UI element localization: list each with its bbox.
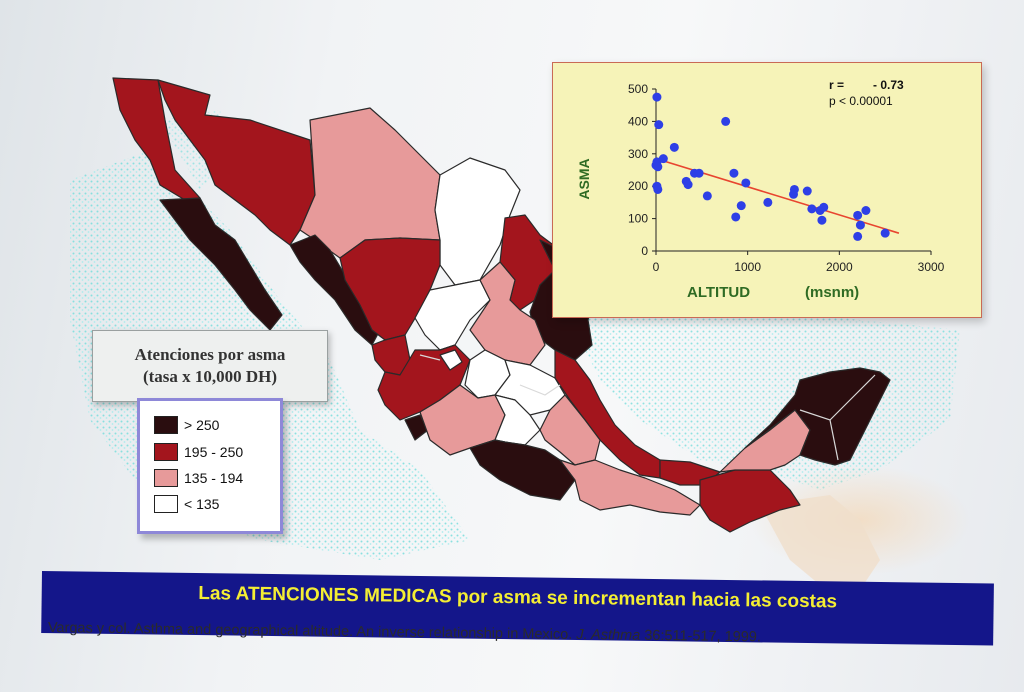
chart-marks bbox=[651, 92, 900, 241]
state-san-luis-potosi bbox=[469, 261, 546, 366]
y-tick-label: 200 bbox=[628, 179, 648, 193]
scatter-chart: 0 100 200 300 400 500 0 1000 2000 3000 ASMA ALTIT… bbox=[576, 78, 945, 301]
state-oaxaca bbox=[559, 459, 701, 516]
data-point bbox=[721, 116, 731, 126]
chart-axes: 0 100 200 300 400 500 0 1000 2000 3000 bbox=[628, 82, 945, 274]
legend-swatch bbox=[154, 416, 178, 434]
data-point bbox=[741, 178, 751, 188]
legend-title-line1: Atenciones por asma bbox=[134, 345, 286, 364]
data-point bbox=[855, 220, 865, 230]
x-axis-label: ALTITUD bbox=[687, 284, 750, 301]
y-tick-label: 500 bbox=[628, 82, 648, 96]
state-yucatan bbox=[744, 367, 891, 466]
ocean-gulf bbox=[560, 300, 960, 490]
data-point bbox=[853, 231, 863, 241]
legend-swatch bbox=[154, 495, 178, 513]
data-point bbox=[789, 189, 798, 199]
legend-label: 135 - 194 bbox=[184, 470, 244, 486]
state-queretaro-hidalgo bbox=[494, 359, 566, 416]
data-point bbox=[731, 212, 741, 222]
legend: > 250 195 - 250 135 - 194 < 135 bbox=[137, 398, 283, 534]
state-chihuahua bbox=[299, 107, 441, 259]
data-point bbox=[669, 142, 679, 152]
citation-journal: J. Asthma bbox=[576, 626, 641, 644]
state-sonora bbox=[157, 79, 316, 246]
legend-item: < 135 bbox=[154, 494, 219, 514]
data-point bbox=[694, 168, 704, 178]
data-point bbox=[861, 206, 871, 215]
data-point bbox=[729, 168, 739, 178]
data-point bbox=[819, 202, 829, 212]
data-point bbox=[817, 215, 827, 225]
data-point bbox=[653, 162, 663, 172]
legend-title: Atenciones por asma (tasa x 10,000 DH) bbox=[92, 330, 328, 402]
y-tick-label: 0 bbox=[641, 244, 648, 258]
data-point bbox=[654, 120, 664, 130]
data-point bbox=[853, 210, 863, 220]
legend-label: 195 - 250 bbox=[184, 444, 244, 460]
x-tick-label: 1000 bbox=[734, 260, 761, 274]
data-point bbox=[683, 180, 693, 190]
data-point bbox=[652, 92, 662, 102]
state-aguascalientes bbox=[439, 349, 463, 371]
legend-label: > 250 bbox=[184, 417, 220, 433]
data-point bbox=[802, 186, 812, 196]
y-axis-label: ASMA bbox=[576, 158, 592, 199]
state-baja-california-sur bbox=[159, 197, 283, 331]
r-label: r = bbox=[829, 78, 844, 92]
legend-swatch bbox=[154, 469, 178, 487]
state-coahuila bbox=[434, 157, 521, 286]
x-axis-unit: (msnm) bbox=[805, 284, 859, 301]
legend-label: < 135 bbox=[184, 496, 220, 512]
data-point bbox=[736, 201, 746, 211]
legend-item: 135 - 194 bbox=[154, 468, 243, 488]
citation-tail: 36:511-517, 1999. bbox=[640, 627, 762, 646]
y-tick-label: 300 bbox=[628, 147, 648, 161]
scatter-chart-panel: 0 100 200 300 400 500 0 1000 2000 3000 ASMA ALTIT… bbox=[552, 62, 982, 318]
central-america-land bbox=[760, 495, 880, 590]
data-point bbox=[763, 197, 773, 207]
state-sinaloa bbox=[289, 234, 381, 346]
data-point bbox=[658, 154, 668, 164]
data-point bbox=[702, 191, 712, 201]
legend-item: > 250 bbox=[154, 415, 219, 435]
data-point bbox=[880, 228, 890, 238]
banner-text: Las ATENCIONES MEDICAS por asma se incre… bbox=[198, 583, 838, 613]
x-tick-label: 2000 bbox=[826, 260, 853, 274]
legend-title-line2: (tasa x 10,000 DH) bbox=[142, 367, 278, 386]
p-value: p < 0.00001 bbox=[829, 94, 893, 108]
x-tick-label: 0 bbox=[653, 260, 660, 274]
x-tick-label: 3000 bbox=[918, 260, 945, 274]
y-tick-label: 100 bbox=[628, 212, 648, 226]
legend-swatch bbox=[154, 443, 178, 461]
data-point bbox=[807, 204, 817, 214]
data-point bbox=[653, 184, 663, 194]
state-zacatecas bbox=[414, 279, 491, 351]
legend-item: 195 - 250 bbox=[154, 442, 243, 462]
r-value: - 0.73 bbox=[873, 78, 904, 92]
y-tick-label: 400 bbox=[628, 114, 648, 128]
